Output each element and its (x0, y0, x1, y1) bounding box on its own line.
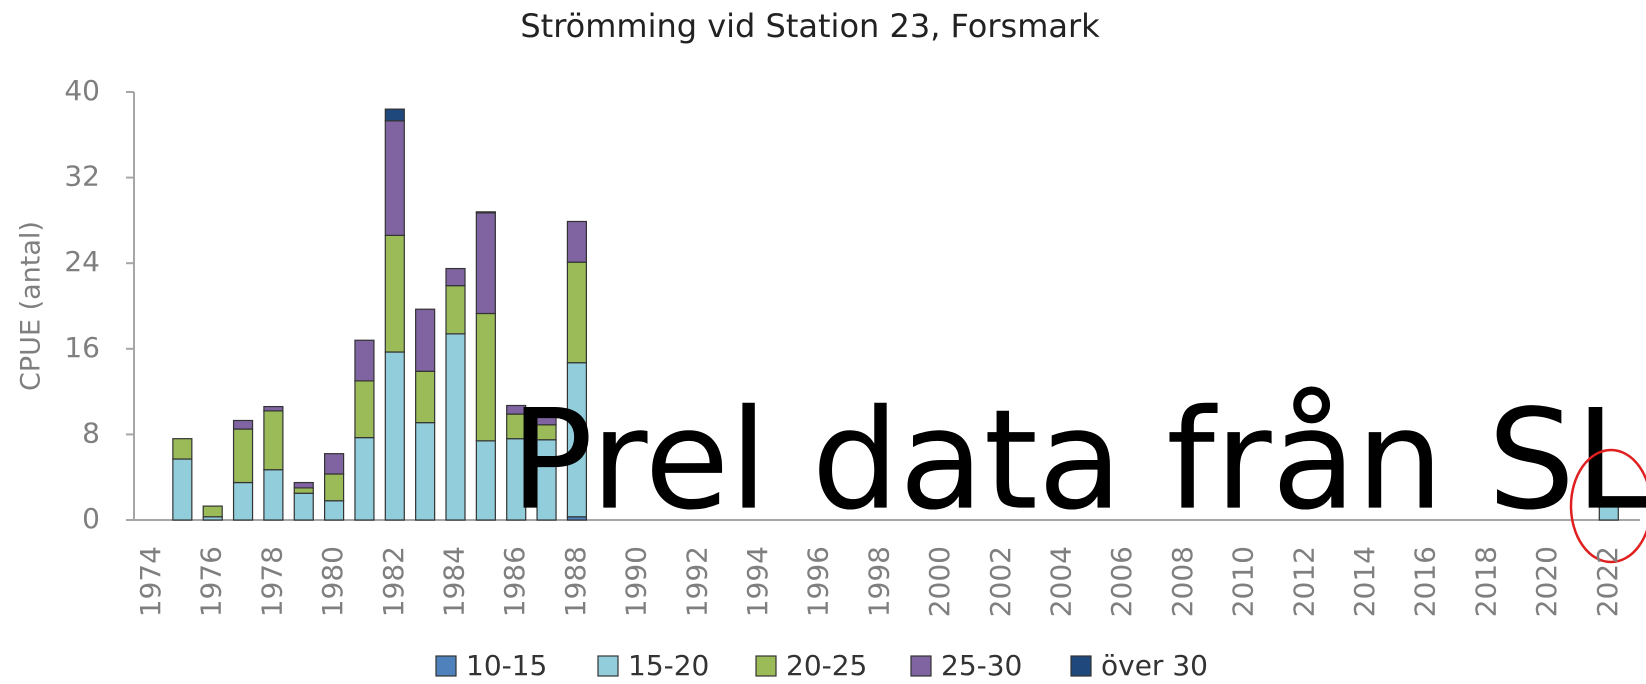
legend-label: 10-15 (466, 649, 547, 682)
x-tick-label: 2008 (1166, 546, 1199, 617)
x-tick-label: 2006 (1105, 546, 1138, 617)
x-tick-label: 2002 (984, 546, 1017, 617)
bar-segment (232, 419, 254, 430)
y-tick-label: 8 (82, 416, 100, 449)
bar-segment (202, 505, 223, 518)
x-tick-label: 1982 (377, 546, 410, 617)
bar-segment (475, 440, 496, 521)
x-tick-label: 1996 (802, 546, 835, 617)
bar-segment (293, 481, 314, 489)
bar-segment (354, 380, 375, 439)
legend-label: 15-20 (628, 649, 709, 682)
bar-segment (384, 108, 405, 122)
bar-segment (324, 453, 345, 475)
legend-label: 20-25 (786, 649, 867, 682)
bar-segment (445, 267, 466, 287)
y-tick-label: 40 (64, 74, 100, 107)
bar-segment (384, 120, 405, 236)
y-tick-label: 16 (64, 331, 100, 364)
highlight-circle (1569, 448, 1646, 564)
legend-label: över 30 (1101, 649, 1208, 682)
x-tick-label: 2000 (923, 546, 956, 617)
x-tick-label: 1988 (559, 546, 592, 617)
x-tick-label: 2012 (1287, 546, 1320, 617)
legend-swatch (435, 655, 457, 677)
x-tick-label: 1990 (620, 546, 653, 617)
bar-segment (384, 351, 405, 521)
bar-segment (1598, 501, 1619, 521)
x-tick-label: 2022 (1591, 546, 1624, 617)
y-tick-label: 24 (64, 245, 100, 278)
legend-swatch (1070, 655, 1092, 677)
y-axis-label: CPUE (antal) (16, 221, 47, 391)
legend-swatch (597, 655, 619, 677)
bar-segment (445, 333, 466, 521)
x-tick-label: 2018 (1469, 546, 1502, 617)
x-tick-label: 1994 (741, 546, 774, 617)
bar-segment (415, 308, 436, 372)
bar-segment (415, 422, 436, 521)
x-tick-label: 2010 (1227, 546, 1260, 617)
bar-segment (293, 487, 314, 494)
x-tick-label: 2016 (1409, 546, 1442, 617)
bar-segment (566, 261, 588, 364)
y-tick-label: 32 (64, 160, 100, 193)
bar-segment (263, 469, 284, 521)
x-tick-label: 1974 (134, 546, 167, 617)
bar-segment (475, 212, 496, 315)
bar-segment (324, 500, 345, 521)
bar-segment (506, 404, 527, 415)
legend-swatch (755, 655, 777, 677)
x-tick-label: 2004 (1045, 546, 1078, 617)
bars (172, 108, 1619, 521)
bar-segment (172, 458, 193, 521)
x-tick-label: 2014 (1348, 546, 1381, 617)
bar-segment (445, 285, 466, 335)
bar-segment (475, 312, 496, 442)
x-tick-label: 1978 (255, 546, 288, 617)
x-tick-label: 2020 (1530, 546, 1563, 617)
annotation: Prel data från SLU (510, 380, 1646, 541)
bar-segment (172, 438, 193, 460)
bar-segment (232, 481, 254, 521)
bar-segment (354, 339, 375, 382)
bar-segment (475, 211, 496, 214)
x-tick-label: 1998 (862, 546, 895, 617)
bar-segment (354, 437, 375, 521)
x-tick-label: 1980 (316, 546, 349, 617)
chart-title: Strömming vid Station 23, Forsmark (520, 7, 1100, 45)
y-tick-label: 0 (82, 502, 100, 535)
x-tick-label: 1992 (680, 546, 713, 617)
x-tick-label: 1986 (498, 546, 531, 617)
bar-segment (415, 370, 436, 424)
legend-label: 25-30 (941, 649, 1022, 682)
bar-segment (324, 473, 345, 502)
legend-swatch (910, 655, 932, 677)
bar-segment (566, 220, 588, 263)
bar-segment (384, 234, 405, 353)
bar-segment (263, 410, 284, 471)
bar-segment (232, 428, 254, 484)
bar-segment (536, 416, 557, 426)
x-tick-label: 1976 (195, 546, 228, 617)
bar-segment (263, 405, 284, 412)
bar-segment (293, 492, 314, 521)
x-tick-label: 1984 (438, 546, 471, 617)
